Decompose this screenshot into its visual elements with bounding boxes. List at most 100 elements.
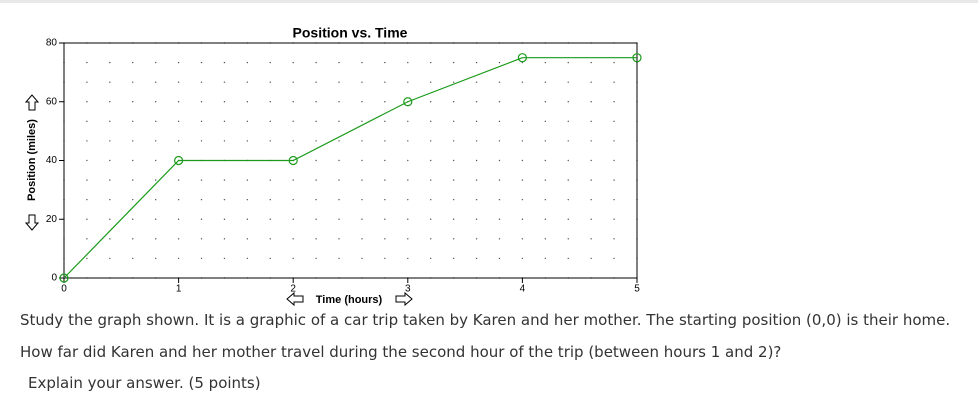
grid-dot [590, 257, 592, 260]
grid-dot [315, 81, 317, 83]
grid-dot [269, 179, 271, 181]
grid-dot [109, 61, 111, 64]
grid-dot [407, 238, 409, 240]
y-tick-label: 40 [46, 155, 58, 166]
top-rule [0, 0, 978, 3]
grid-dot [384, 179, 386, 181]
grid-dot [154, 159, 157, 162]
grid-dot [177, 81, 180, 83]
grid-dot [544, 238, 547, 240]
grid-dot [613, 257, 615, 260]
grid-dot [361, 120, 363, 123]
grid-dot [498, 61, 501, 64]
grid-dot [384, 257, 386, 260]
grid-dot [407, 140, 409, 142]
grid-dot [269, 81, 271, 83]
grid-dot [200, 81, 203, 83]
x-axis-label: Time (hours) [316, 294, 383, 306]
grid-dot [544, 120, 547, 123]
grid-dot [109, 101, 111, 103]
grid-dot [361, 101, 363, 103]
plot-frame [63, 42, 638, 279]
grid-dot [590, 218, 592, 220]
grid-dot [407, 159, 409, 162]
grid-dot [200, 140, 203, 142]
grid-dot [315, 159, 317, 162]
grid-dot [498, 238, 501, 240]
grid-dot [452, 101, 455, 103]
y-axis-label: Position (miles) [26, 119, 38, 201]
grid-dot [269, 140, 271, 142]
grid-dot [613, 179, 615, 181]
grid-dot [246, 257, 249, 260]
grid-dot [132, 238, 134, 240]
grid-dot [154, 61, 157, 64]
grid-dot [338, 238, 340, 240]
grid-dot [544, 179, 547, 181]
grid-dot [177, 238, 180, 240]
grid-dot [269, 198, 271, 201]
grid-dot [590, 101, 592, 103]
grid-dot [200, 101, 203, 103]
grid-dot [223, 218, 226, 220]
grid-dot [132, 101, 134, 103]
grid-dot [338, 198, 340, 201]
grid-dot [86, 218, 88, 220]
grid-dot [86, 257, 88, 260]
grid-dot [132, 81, 134, 83]
grid-dot [177, 61, 180, 64]
x-tick-label: 2 [290, 284, 296, 295]
grid-dot [567, 218, 569, 220]
data-point [59, 273, 69, 283]
grid-dot [109, 179, 111, 181]
grid-dot [475, 120, 478, 123]
grid-dot [521, 159, 524, 162]
grid-dot [613, 61, 615, 64]
grid-dot [246, 120, 249, 123]
grid-dot [315, 120, 317, 123]
grid-dot [109, 238, 111, 240]
grid-dot [567, 61, 569, 64]
grid-dot [223, 257, 226, 260]
grid-dot [86, 61, 88, 64]
grid-dot [109, 198, 111, 201]
grid-dot [567, 159, 569, 162]
grid-dot [407, 179, 409, 181]
grid-dot [521, 101, 524, 103]
grid-dot [452, 159, 455, 162]
grid-dot [132, 159, 134, 162]
grid-dot [475, 101, 478, 103]
grid-dot [246, 81, 249, 83]
grid-dot [590, 81, 592, 83]
grid-dot [430, 218, 432, 220]
grid-dot [384, 218, 386, 220]
grid-dot [200, 61, 203, 64]
grid-dot [475, 140, 478, 142]
grid-dot [315, 218, 317, 220]
grid-dot [86, 179, 88, 181]
data-point [632, 53, 642, 63]
grid-dot [315, 238, 317, 240]
data-line [63, 57, 637, 279]
grid-dot [407, 81, 409, 83]
grid-dot [269, 238, 271, 240]
grid-dot [590, 198, 592, 201]
grid-dot [292, 179, 294, 181]
grid-dot [200, 179, 203, 181]
grid-dot [544, 61, 547, 64]
grid-dot [338, 218, 340, 220]
grid-dot [521, 238, 524, 240]
grid-dot [361, 81, 363, 83]
grid-dot [177, 257, 180, 260]
grid-dot [452, 218, 455, 220]
grid-dot [521, 198, 524, 201]
grid-dot [109, 218, 111, 220]
grid-dot [315, 179, 317, 181]
grid-dot [475, 61, 478, 64]
grid-dot [475, 179, 478, 181]
grid-dot [567, 81, 569, 83]
grid-dot [361, 198, 363, 201]
grid-dot [498, 81, 501, 83]
grid-dot [154, 101, 157, 103]
grid-dot [452, 198, 455, 201]
